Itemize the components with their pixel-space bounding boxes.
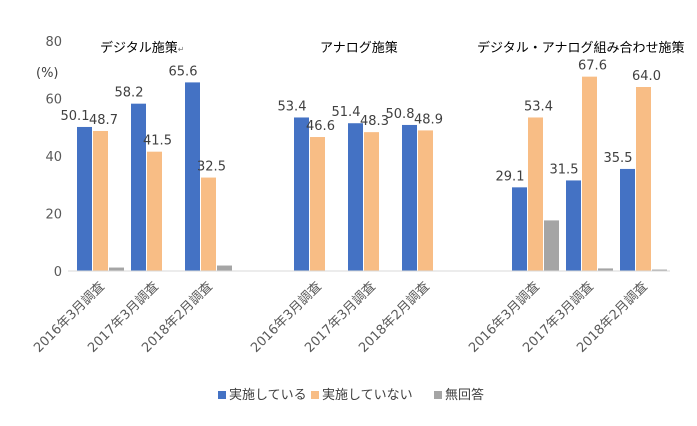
bar bbox=[147, 151, 162, 271]
legend-swatch bbox=[434, 391, 442, 399]
bar bbox=[582, 76, 597, 272]
data-labels: 50.1 48.7 58.2 41.5 65.6 32.5 53.4 46.651.448.3… bbox=[61, 59, 661, 185]
bar bbox=[310, 137, 325, 271]
bar bbox=[77, 126, 92, 272]
data-label: 35.5 bbox=[604, 151, 633, 166]
bar bbox=[652, 269, 667, 271]
y-unit-label: (%) bbox=[36, 66, 59, 81]
bar bbox=[131, 103, 146, 271]
y-axis: 0 20 40 60 80 bbox=[45, 35, 62, 280]
data-label: 31.5 bbox=[550, 162, 579, 177]
data-label: 48.3 bbox=[360, 114, 389, 129]
legend: 実施している 実施していない 無回答 bbox=[218, 387, 484, 403]
bar bbox=[418, 130, 433, 271]
data-label: 46.6 bbox=[306, 119, 335, 134]
group-title: デジタル施策↵ bbox=[100, 40, 184, 56]
bar bbox=[544, 220, 559, 271]
data-label: 32.5 bbox=[197, 160, 226, 175]
bars bbox=[77, 76, 667, 272]
bar bbox=[620, 168, 635, 271]
bar bbox=[348, 123, 363, 271]
y-tick-label: 40 bbox=[45, 150, 62, 165]
group-title: デジタル・アナログ組み合わせ施策 bbox=[477, 40, 684, 56]
data-label: 41.5 bbox=[143, 134, 172, 149]
y-tick-label: 20 bbox=[45, 208, 62, 223]
bar bbox=[185, 82, 200, 272]
legend-label: 無回答 bbox=[445, 387, 484, 403]
bar bbox=[364, 132, 379, 271]
y-tick-label: 80 bbox=[45, 35, 62, 50]
bar bbox=[201, 177, 216, 271]
data-label: 65.6 bbox=[169, 64, 198, 79]
bar bbox=[294, 117, 309, 271]
legend-swatch bbox=[218, 391, 226, 399]
data-label: 50.1 bbox=[61, 109, 90, 124]
bar bbox=[109, 267, 124, 271]
data-label: 53.4 bbox=[524, 99, 553, 114]
data-label: 58.2 bbox=[115, 86, 144, 101]
data-label: 51.4 bbox=[332, 105, 361, 120]
bar bbox=[598, 268, 613, 271]
group-title: アナログ施策 bbox=[320, 40, 398, 56]
bar bbox=[528, 117, 543, 271]
legend-swatch bbox=[311, 391, 319, 399]
bar bbox=[93, 130, 108, 271]
data-label: 29.1 bbox=[496, 169, 525, 184]
legend-label: 実施している bbox=[229, 387, 307, 403]
data-label: 67.6 bbox=[578, 59, 607, 74]
bar bbox=[512, 187, 527, 271]
bar bbox=[636, 87, 651, 271]
data-label: 50.8 bbox=[386, 107, 415, 122]
group-title-mark: ↵ bbox=[178, 45, 185, 54]
y-tick-label: 0 bbox=[54, 265, 62, 280]
data-label: 48.7 bbox=[89, 113, 118, 128]
group-titles: デジタル施策↵ アナログ施策 デジタル・アナログ組み合わせ施策 bbox=[100, 40, 684, 56]
bar bbox=[566, 180, 581, 271]
data-label: 64.0 bbox=[632, 69, 661, 84]
data-label: 48.9 bbox=[414, 112, 443, 127]
y-tick-label: 60 bbox=[45, 93, 62, 108]
bar bbox=[217, 265, 232, 271]
data-label: 53.4 bbox=[278, 99, 307, 114]
bar bbox=[402, 124, 417, 271]
legend-label: 実施していない bbox=[322, 387, 413, 403]
